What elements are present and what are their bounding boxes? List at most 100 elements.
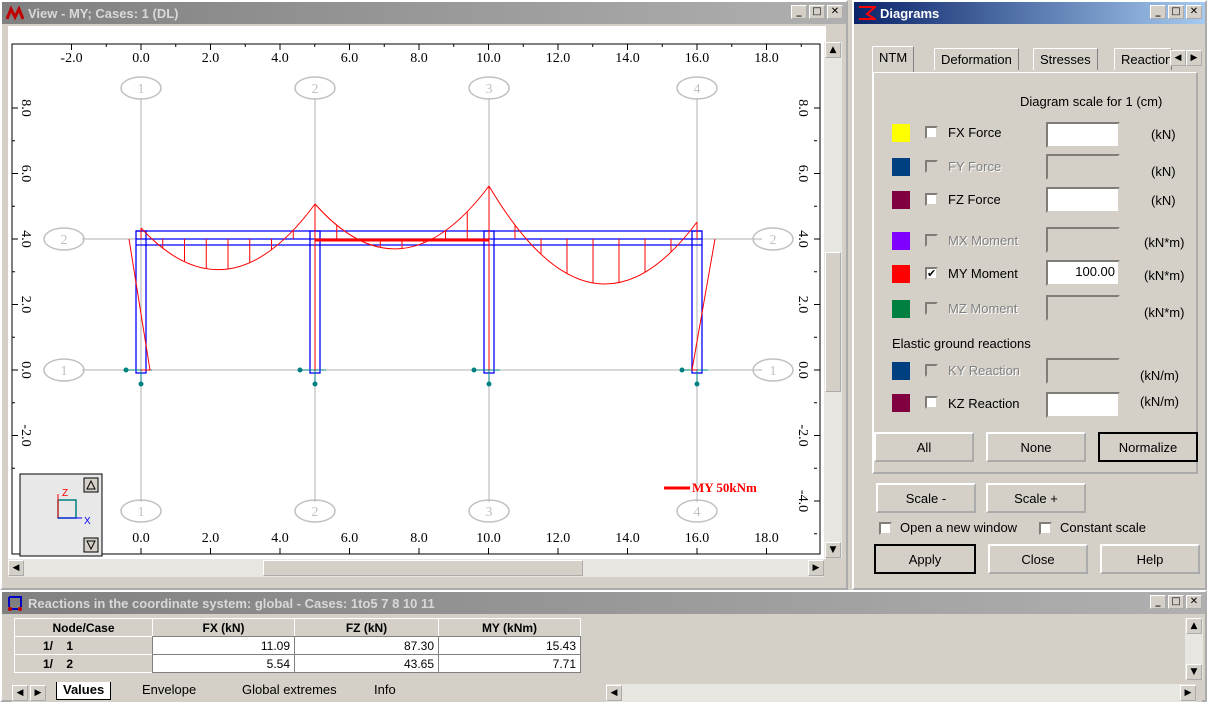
none-button[interactable]: None xyxy=(986,432,1086,462)
fy-checkbox[interactable] xyxy=(925,160,938,173)
fz-scale-input[interactable] xyxy=(1046,187,1120,213)
tab-ntm[interactable]: NTM xyxy=(872,46,915,72)
scroll-up-arrow-icon[interactable]: ▲ xyxy=(825,42,841,58)
fz-unit: (kN) xyxy=(1151,193,1176,208)
diagrams-titlebar[interactable]: Diagrams _ □ ✕ xyxy=(854,2,1205,24)
my-cell[interactable]: 15.43 xyxy=(438,636,581,655)
x-tick-label-top: 0.0 xyxy=(132,51,150,66)
mx-checkbox[interactable] xyxy=(925,234,938,247)
tab-values[interactable]: Values xyxy=(56,682,112,700)
tab-global-extremes[interactable]: Global extremes xyxy=(242,682,337,697)
scroll-left-arrow-icon[interactable]: ◀ xyxy=(606,685,622,701)
hscroll-thumb[interactable] xyxy=(263,560,583,576)
tab-info[interactable]: Info xyxy=(374,682,396,697)
ky-checkbox[interactable] xyxy=(925,364,938,377)
table-row[interactable]: 1/ 2 5.54 43.65 7.71 xyxy=(14,654,581,673)
scroll-down-arrow-icon[interactable]: ▼ xyxy=(825,542,841,558)
fz-cell[interactable]: 87.30 xyxy=(294,636,439,655)
view-titlebar[interactable]: View - MY; Cases: 1 (DL) _ □ ✕ xyxy=(2,2,846,24)
mz-scale-input[interactable] xyxy=(1046,295,1120,321)
maximize-icon[interactable]: □ xyxy=(1168,595,1184,609)
table-row[interactable]: 1/ 1 11.09 87.30 15.43 xyxy=(14,636,581,655)
fz-checkbox[interactable] xyxy=(925,193,938,206)
my-unit: (kN*m) xyxy=(1144,268,1185,283)
fz-cell[interactable]: 43.65 xyxy=(294,654,439,673)
close-icon[interactable]: ✕ xyxy=(1186,595,1202,609)
reactions-vscroll[interactable]: ▲ ▼ xyxy=(1185,618,1203,680)
minimize-icon[interactable]: _ xyxy=(1150,5,1166,19)
apply-button[interactable]: Apply xyxy=(874,544,976,574)
normalize-button[interactable]: Normalize xyxy=(1098,432,1198,462)
fx-checkbox[interactable] xyxy=(925,126,938,139)
axis-indicator[interactable]: Z X xyxy=(19,473,103,557)
fy-scale-input[interactable] xyxy=(1046,154,1120,180)
mx-scale-input[interactable] xyxy=(1046,227,1120,253)
column-header[interactable]: FZ (kN) xyxy=(294,618,439,637)
my-scale-input[interactable]: 100.00 xyxy=(1046,260,1120,286)
ky-color-swatch xyxy=(892,362,910,380)
x-tick-label-bottom: 18.0 xyxy=(754,531,779,546)
grid-label-top-3: 3 xyxy=(486,82,493,97)
column-header[interactable]: Node/Case xyxy=(14,618,153,637)
grid-bubble-left-2 xyxy=(43,227,85,251)
tab-right-arrow-icon[interactable]: ▶ xyxy=(1186,50,1202,66)
tab-scroll-right-icon[interactable]: ▶ xyxy=(30,685,46,701)
diagram-legend: MY 50kNm xyxy=(692,480,757,495)
my-color-swatch xyxy=(892,265,910,283)
scroll-up-arrow-icon[interactable]: ▲ xyxy=(1186,618,1202,634)
help-button[interactable]: Help xyxy=(1100,544,1200,574)
close-button[interactable]: Close xyxy=(988,544,1088,574)
close-icon[interactable]: ✕ xyxy=(827,5,843,19)
diagrams-dialog: Diagrams _ □ ✕ NTM Deformation Stresses … xyxy=(852,0,1207,590)
fx-scale-input[interactable] xyxy=(1046,122,1120,148)
column-header[interactable]: FX (kN) xyxy=(152,618,295,637)
y-tick-label-left: -2.0 xyxy=(18,424,33,446)
y-tick-label-right: -4.0 xyxy=(795,490,810,512)
my-cell[interactable]: 7.71 xyxy=(438,654,581,673)
my-checkbox[interactable]: ✔ xyxy=(925,267,938,280)
tab-left-arrow-icon[interactable]: ◀ xyxy=(1170,50,1186,66)
fx-cell[interactable]: 11.09 xyxy=(152,636,295,655)
tab-stresses[interactable]: Stresses xyxy=(1033,48,1098,70)
structure-canvas[interactable]: -2.0 0.0 2.0 4.0 6.0 8.0 10.0 12.0 14.0 16.0 18.0 … xyxy=(8,26,826,559)
tab-scroll-left-icon[interactable]: ◀ xyxy=(12,685,28,701)
minimize-icon[interactable]: _ xyxy=(791,5,807,19)
scroll-left-arrow-icon[interactable]: ◀ xyxy=(8,560,24,576)
tab-envelope[interactable]: Envelope xyxy=(142,682,197,697)
maximize-icon[interactable]: □ xyxy=(1168,5,1184,19)
grid-label-bottom-1: 1 xyxy=(138,505,145,520)
supports xyxy=(123,367,708,387)
tab-reaction[interactable]: Reaction xyxy=(1114,48,1172,70)
all-button[interactable]: All xyxy=(874,432,974,462)
kz-checkbox[interactable] xyxy=(925,396,938,409)
maximize-icon[interactable]: □ xyxy=(809,5,825,19)
x-tick-label-bottom: 8.0 xyxy=(410,531,428,546)
scale-plus-button[interactable]: Scale + xyxy=(986,483,1086,513)
grid-bubble-top-3 xyxy=(468,76,510,100)
minimize-icon[interactable]: _ xyxy=(1150,595,1166,609)
view-vscroll[interactable]: ▲ ▼ xyxy=(824,42,842,558)
scale-minus-button[interactable]: Scale - xyxy=(876,483,976,513)
scroll-down-arrow-icon[interactable]: ▼ xyxy=(1186,664,1202,680)
open-new-window-checkbox[interactable] xyxy=(879,522,892,535)
fx-cell[interactable]: 5.54 xyxy=(152,654,295,673)
scroll-right-arrow-icon[interactable]: ▶ xyxy=(808,560,824,576)
x-tick-label-top: 2.0 xyxy=(202,51,220,66)
ky-scale-input[interactable] xyxy=(1046,358,1120,384)
mz-checkbox[interactable] xyxy=(925,302,938,315)
close-icon[interactable]: ✕ xyxy=(1186,5,1202,19)
x-tick-label-top: 6.0 xyxy=(341,51,359,66)
reactions-titlebar[interactable]: Reactions in the coordinate system: glob… xyxy=(2,592,1205,614)
vscroll-thumb[interactable] xyxy=(825,252,841,392)
ground-title: Elastic ground reactions xyxy=(892,336,1031,351)
x-tick-label-top: -2.0 xyxy=(60,51,82,66)
grid-bubble-right-1 xyxy=(752,358,794,382)
view-hscroll[interactable]: ◀ ▶ xyxy=(8,559,824,577)
y-tick-label-right: 8.0 xyxy=(795,99,810,117)
scroll-right-arrow-icon[interactable]: ▶ xyxy=(1180,685,1196,701)
column-header[interactable]: MY (kNm) xyxy=(438,618,581,637)
tab-deformation[interactable]: Deformation xyxy=(934,48,1019,70)
sheet-hscroll[interactable]: ◀ ▶ xyxy=(606,684,1196,702)
constant-scale-checkbox[interactable] xyxy=(1039,522,1052,535)
kz-scale-input[interactable] xyxy=(1046,392,1120,418)
